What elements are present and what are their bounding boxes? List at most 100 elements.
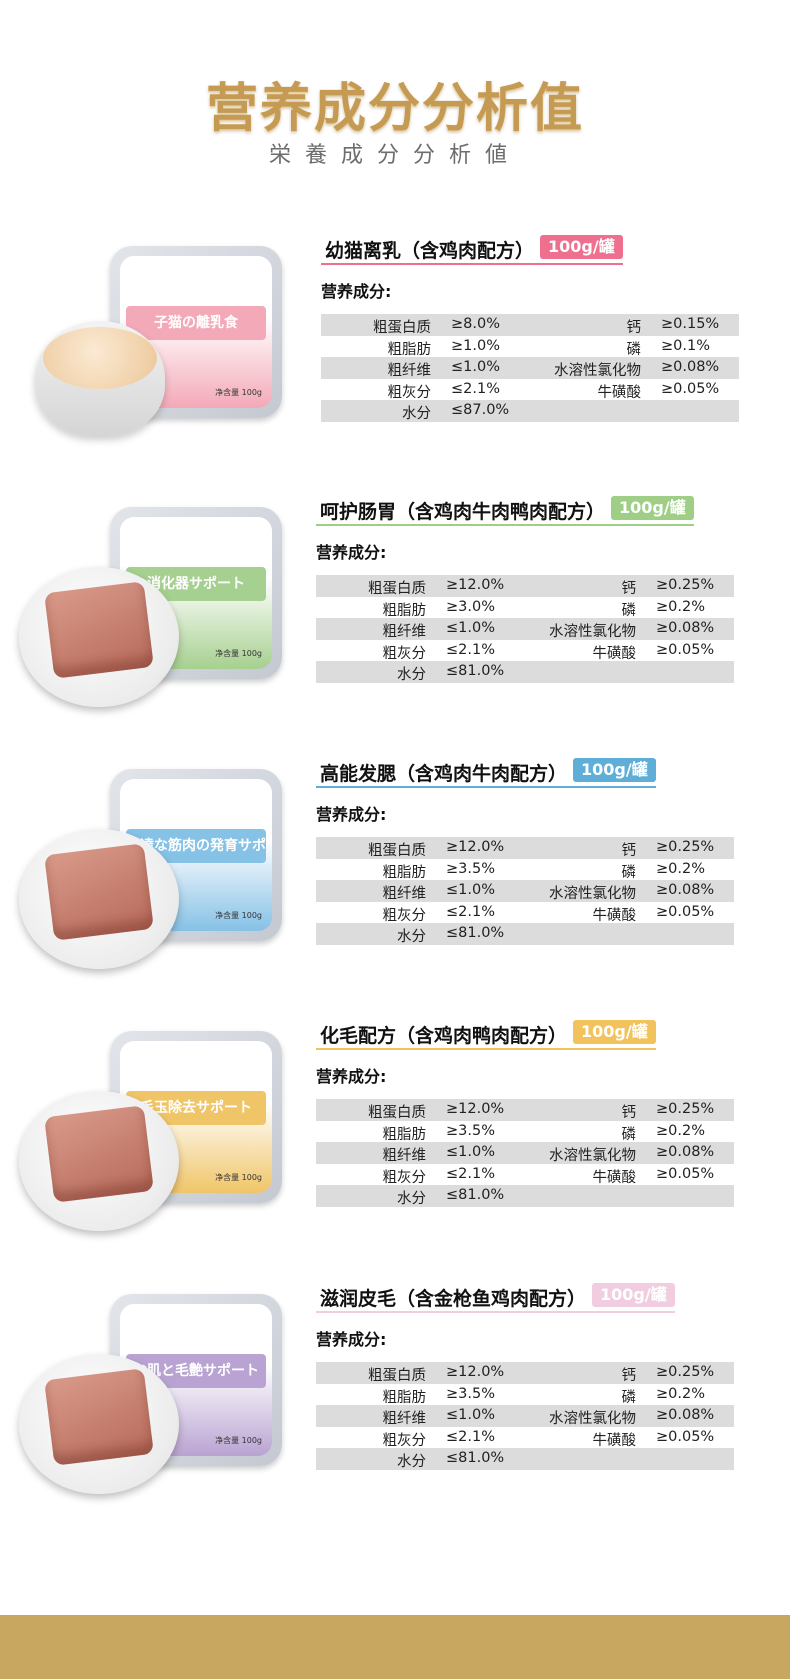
nutrient-value: ≥3.5% <box>446 860 495 877</box>
mineral-value: ≥0.08% <box>656 1144 715 1160</box>
table-row: 粗纤维 ≤1.0% 水溶性氯化物 ≥0.08% <box>316 1405 734 1427</box>
page-subtitle: 栄養成分分析値 <box>268 143 521 168</box>
mineral-value: ≥0.08% <box>656 1407 715 1423</box>
table-row: 粗纤维 ≤1.0% 水溶性氯化物 ≥0.08% <box>316 880 734 902</box>
nutrient-name: 粗脂肪 <box>382 1126 427 1143</box>
nutrient-name: 粗灰分 <box>382 1169 427 1186</box>
nutrient-value: ≤1.0% <box>446 1144 495 1160</box>
nutrition-table: 粗蛋白质 ≥12.0% 钙 ≥0.25% 粗脂肪 ≥3.5% 磷 ≥0.2% 粗纤维 ≤1.0% 水… <box>316 1099 734 1207</box>
nutrient-value: ≤1.0% <box>446 882 495 898</box>
mineral-name: 磷 <box>621 1389 637 1406</box>
mineral-name: 牛磺酸 <box>592 1169 637 1186</box>
nutrient-value: ≥3.5% <box>446 1385 495 1402</box>
nutrient-name: 粗脂肪 <box>382 602 427 619</box>
mineral-name: 磷 <box>621 1126 637 1143</box>
title-underline <box>316 786 656 788</box>
table-row: 粗脂肪 ≥1.0% 磷 ≥0.1% <box>321 336 739 358</box>
product-section: 子猫の離乳食 净含量 100g 幼猫离乳（含鸡肉配方） 100g/罐 营养成分: 粗蛋白质… <box>0 235 790 486</box>
tray-net-weight: 净含量 100g <box>215 649 262 658</box>
mineral-value: ≥0.1% <box>661 337 710 354</box>
product-section: 毛玉除去サポート 净含量 100g 化毛配方（含鸡肉鸭肉配方） 100g/罐 营养成分:… <box>0 1020 790 1271</box>
mineral-name: 磷 <box>626 341 642 358</box>
title-underline <box>316 1311 675 1313</box>
mineral-name: 水溶性氯化物 <box>549 1411 636 1427</box>
mineral-name: 水溶性氯化物 <box>549 886 636 902</box>
mineral-name: 水溶性氯化物 <box>549 624 636 640</box>
nutrient-name: 粗蛋白质 <box>368 1368 426 1384</box>
product-title: 呵护肠胃（含鸡肉牛肉鸭肉配方） <box>320 501 606 523</box>
product-image: 毛玉除去サポート 净含量 100g <box>15 1021 285 1231</box>
mineral-name: 钙 <box>621 1368 637 1384</box>
nutrition-table: 粗蛋白质 ≥12.0% 钙 ≥0.25% 粗脂肪 ≥3.5% 磷 ≥0.2% 粗纤维 ≤1.0% 水… <box>316 1362 734 1470</box>
mineral-value: ≥0.05% <box>661 380 720 397</box>
nutrient-name: 水分 <box>397 1191 426 1207</box>
nutrition-label: 营养成分: <box>316 1330 387 1349</box>
plate <box>19 829 179 969</box>
nutrient-name: 粗脂肪 <box>382 864 427 881</box>
table-row: 粗灰分 ≤2.1% 牛磺酸 ≥0.05% <box>316 640 734 662</box>
mineral-value: ≥0.25% <box>656 577 715 593</box>
weight-badge: 100g/罐 <box>573 758 656 782</box>
tray-net-weight: 净含量 100g <box>215 1173 262 1182</box>
nutrient-name: 粗蛋白质 <box>373 320 431 336</box>
product-image: 消化器サポート 净含量 100g <box>15 497 285 707</box>
weight-badge: 100g/罐 <box>573 1020 656 1044</box>
mineral-value: ≥0.2% <box>656 598 705 615</box>
mineral-value: ≥0.05% <box>656 1165 715 1182</box>
nutrient-value: ≥3.5% <box>446 1122 495 1139</box>
mineral-name: 牛磺酸 <box>597 384 642 401</box>
table-row: 粗纤维 ≤1.0% 水溶性氯化物 ≥0.08% <box>321 357 739 379</box>
mineral-name: 钙 <box>621 843 637 859</box>
mineral-value: ≥0.25% <box>656 1364 715 1380</box>
title-underline <box>316 524 694 526</box>
nutrient-value: ≥12.0% <box>446 1364 505 1380</box>
table-row: 粗蛋白质 ≥12.0% 钙 ≥0.25% <box>316 575 734 597</box>
product-title: 高能发腮（含鸡肉牛肉配方） <box>320 763 568 785</box>
nutrient-name: 粗纤维 <box>382 1411 427 1427</box>
nutrient-value: ≤2.1% <box>446 641 495 658</box>
table-row: 粗灰分 ≤2.1% 牛磺酸 ≥0.05% <box>316 1427 734 1449</box>
table-row: 粗灰分 ≤2.1% 牛磺酸 ≥0.05% <box>321 379 739 401</box>
mineral-value: ≥0.2% <box>656 1122 705 1139</box>
mineral-value: ≥0.15% <box>661 316 720 332</box>
table-row: 水分 ≤81.0% <box>316 1185 734 1207</box>
mineral-name: 水溶性氯化物 <box>554 363 641 379</box>
nutrient-name: 粗灰分 <box>382 907 427 924</box>
table-row: 水分 ≤81.0% <box>316 1448 734 1470</box>
mineral-value: ≥0.2% <box>656 860 705 877</box>
nutrient-value: ≤1.0% <box>446 620 495 636</box>
table-row: 粗纤维 ≤1.0% 水溶性氯化物 ≥0.08% <box>316 1142 734 1164</box>
footer-band <box>0 1615 790 1679</box>
mineral-name: 牛磺酸 <box>592 907 637 924</box>
nutrition-label: 营养成分: <box>316 543 387 562</box>
mineral-value: ≥0.05% <box>656 1428 715 1445</box>
table-row: 粗灰分 ≤2.1% 牛磺酸 ≥0.05% <box>316 1164 734 1186</box>
nutrient-value: ≤2.1% <box>446 903 495 920</box>
nutrient-value: ≥1.0% <box>451 337 500 354</box>
nutrient-value: ≥8.0% <box>451 316 500 332</box>
pate-food <box>44 1105 154 1203</box>
nutrient-value: ≤81.0% <box>446 1450 505 1466</box>
plate <box>19 567 179 707</box>
nutrition-label: 营养成分: <box>316 1067 387 1086</box>
nutrition-table: 粗蛋白质 ≥12.0% 钙 ≥0.25% 粗脂肪 ≥3.5% 磷 ≥0.2% 粗纤维 ≤1.0% 水… <box>316 837 734 945</box>
mineral-name: 钙 <box>621 1105 637 1121</box>
nutrient-name: 水分 <box>397 667 426 683</box>
pate-food <box>44 1368 154 1466</box>
tray-net-weight: 净含量 100g <box>215 911 262 920</box>
nutrient-value: ≤81.0% <box>446 1187 505 1203</box>
nutrient-name: 粗灰分 <box>387 384 432 401</box>
table-row: 粗蛋白质 ≥12.0% 钙 ≥0.25% <box>316 837 734 859</box>
mineral-name: 钙 <box>621 581 637 597</box>
product-title: 滋润皮毛（含金枪鱼鸡肉配方） <box>320 1288 587 1310</box>
nutrient-value: ≥12.0% <box>446 577 505 593</box>
mineral-value: ≥0.25% <box>656 1101 715 1117</box>
nutrient-value: ≤2.1% <box>451 380 500 397</box>
nutrient-value: ≤81.0% <box>446 925 505 941</box>
table-row: 粗蛋白质 ≥8.0% 钙 ≥0.15% <box>321 314 739 336</box>
nutrient-name: 水分 <box>402 406 431 422</box>
nutrient-name: 粗纤维 <box>382 624 427 640</box>
mineral-value: ≥0.05% <box>656 903 715 920</box>
page-title: 营养成分分析值 <box>205 78 584 139</box>
product-title: 幼猫离乳（含鸡肉配方） <box>325 240 535 262</box>
